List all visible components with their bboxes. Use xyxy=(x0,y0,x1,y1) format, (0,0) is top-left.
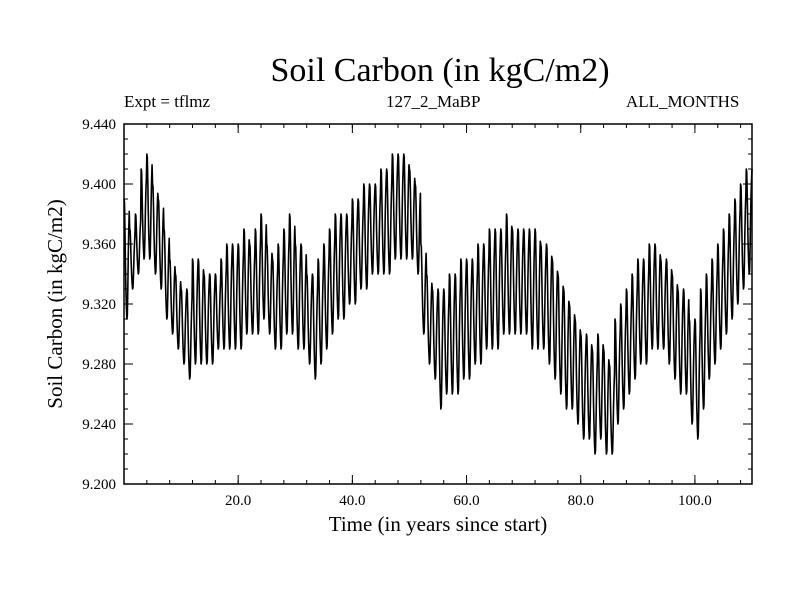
period-label: 127_2_MaBP xyxy=(386,92,481,111)
x-tick-label: 100.0 xyxy=(678,493,712,509)
y-tick-label: 9.240 xyxy=(82,417,116,433)
x-tick-label: 60.0 xyxy=(453,493,479,509)
y-axis-label: Soil Carbon (in kgC/m2) xyxy=(43,199,67,408)
x-tick-label: 40.0 xyxy=(339,493,365,509)
y-tick-label: 9.280 xyxy=(82,357,116,373)
y-tick-label: 9.320 xyxy=(82,297,116,313)
chart-title: Soil Carbon (in kgC/m2) xyxy=(270,52,610,89)
y-tick-label: 9.360 xyxy=(82,237,116,253)
experiment-label: Expt = tflmz xyxy=(124,92,211,111)
y-tick-label: 9.400 xyxy=(82,177,116,193)
y-tick-label: 9.200 xyxy=(82,477,116,493)
plot-frame xyxy=(123,123,753,485)
y-tick-label: 9.440 xyxy=(82,117,116,133)
x-axis-label: Time (in years since start) xyxy=(329,512,548,536)
x-tick-label: 20.0 xyxy=(225,493,251,509)
x-tick-label: 80.0 xyxy=(568,493,594,509)
months-label: ALL_MONTHS xyxy=(626,92,740,111)
series-line-soil-carbon xyxy=(123,153,753,455)
